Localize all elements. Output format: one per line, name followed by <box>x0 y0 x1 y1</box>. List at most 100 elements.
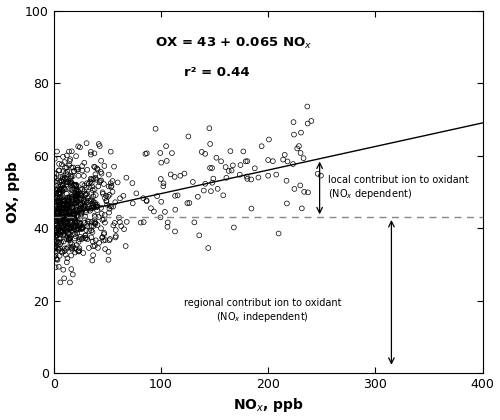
Point <box>76 186 84 193</box>
Point <box>56 223 64 230</box>
Point <box>80 202 88 209</box>
Point <box>69 164 77 171</box>
Point <box>64 230 72 236</box>
Point <box>61 245 69 252</box>
Point <box>72 218 80 225</box>
Point <box>78 163 86 169</box>
Point <box>78 209 86 216</box>
Point <box>72 207 80 213</box>
Point <box>93 207 101 213</box>
Point <box>68 192 76 198</box>
Point <box>52 231 60 238</box>
Point <box>90 216 98 223</box>
Point <box>66 235 74 242</box>
Point <box>64 230 72 237</box>
Point <box>83 180 91 186</box>
Point <box>94 222 102 228</box>
Point <box>68 180 76 186</box>
Point <box>104 257 112 263</box>
Point <box>120 192 128 199</box>
Point <box>57 228 65 235</box>
Point <box>91 200 99 206</box>
Point <box>243 173 251 180</box>
Point <box>63 214 71 221</box>
Point <box>68 204 76 210</box>
Point <box>68 245 76 252</box>
Point <box>74 213 82 220</box>
Point <box>66 180 74 187</box>
Point <box>109 203 117 210</box>
Point <box>166 171 174 178</box>
Point <box>56 197 64 204</box>
Point <box>66 206 74 213</box>
Point <box>74 225 82 232</box>
Point <box>68 186 76 193</box>
Point <box>68 225 76 231</box>
Point <box>136 219 144 226</box>
Point <box>98 189 106 196</box>
Point <box>62 246 70 252</box>
Point <box>208 179 216 186</box>
Point <box>76 222 84 229</box>
Point <box>70 235 78 242</box>
Point <box>71 223 79 229</box>
Point <box>201 150 209 157</box>
Point <box>70 168 78 175</box>
Point <box>86 178 94 185</box>
Point <box>92 204 100 211</box>
Point <box>83 166 91 173</box>
Point <box>78 226 86 232</box>
Point <box>76 219 84 226</box>
Y-axis label: OX, ppb: OX, ppb <box>6 161 20 223</box>
Point <box>76 219 84 226</box>
Point <box>56 202 64 209</box>
Point <box>78 225 86 232</box>
Point <box>58 218 66 225</box>
Point <box>84 205 92 212</box>
Point <box>152 126 160 132</box>
Point <box>300 155 308 162</box>
Point <box>56 194 64 201</box>
Point <box>66 211 74 218</box>
Point <box>52 214 60 221</box>
Point <box>73 166 81 173</box>
Point <box>52 255 60 262</box>
Point <box>217 158 225 165</box>
Point <box>56 239 64 245</box>
Point <box>122 218 130 225</box>
Point <box>78 225 86 231</box>
Point <box>230 224 238 231</box>
Point <box>65 236 73 243</box>
Point <box>58 201 66 207</box>
Point <box>60 185 68 192</box>
Point <box>73 207 81 213</box>
Point <box>50 207 58 214</box>
Point <box>81 232 89 239</box>
Point <box>56 279 64 286</box>
Point <box>74 226 82 232</box>
Point <box>66 279 74 286</box>
Point <box>97 158 105 164</box>
Point <box>206 165 214 171</box>
Point <box>72 200 80 207</box>
Point <box>50 204 58 210</box>
Point <box>89 243 97 249</box>
Point <box>74 193 82 200</box>
Point <box>59 232 67 239</box>
Point <box>283 200 291 207</box>
Point <box>87 151 95 158</box>
Point <box>56 189 64 195</box>
Point <box>161 208 169 215</box>
Point <box>63 152 71 159</box>
Point <box>68 246 76 253</box>
Point <box>142 150 150 157</box>
Point <box>78 181 86 188</box>
Point <box>142 197 150 204</box>
Point <box>73 186 81 193</box>
Point <box>62 202 70 208</box>
Point <box>55 160 63 167</box>
Point <box>214 186 222 192</box>
Point <box>112 233 120 239</box>
Point <box>290 186 298 192</box>
Point <box>90 198 98 205</box>
